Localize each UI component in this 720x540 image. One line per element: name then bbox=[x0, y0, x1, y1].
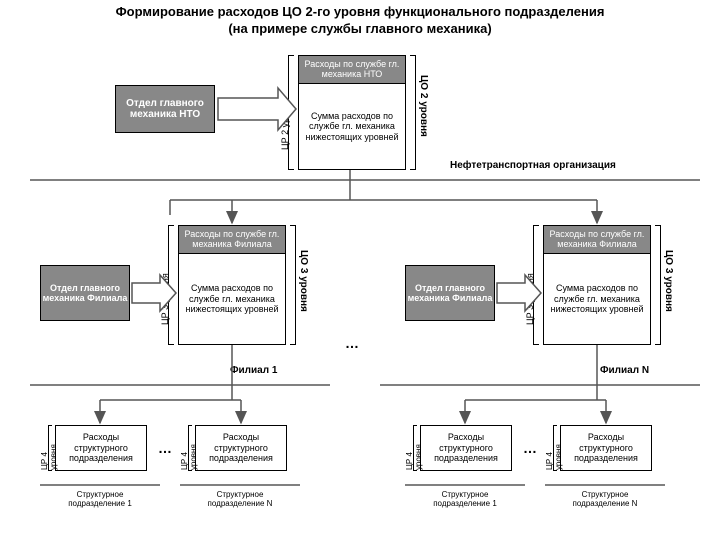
struct-f1-1-box: Расходы структурного подразделения bbox=[55, 425, 147, 471]
sum-filialN-body: Сумма расходов по службе гл. механика ни… bbox=[544, 254, 650, 344]
structN-fN-label: Структурное подразделение N bbox=[555, 490, 655, 508]
ellipsis-fN-struct: … bbox=[523, 440, 537, 456]
summary-filialN-box: Расходы по службе гл. механика Филиала С… bbox=[543, 225, 651, 345]
ellipsis-filials: … bbox=[345, 335, 359, 351]
sum-filial1-body: Сумма расходов по службе гл. механика ни… bbox=[179, 254, 285, 344]
struct-f1-N-label: Расходы структурного подразделения bbox=[196, 432, 286, 463]
struct1-f1-label: Структурное подразделение 1 bbox=[50, 490, 150, 508]
struct-f1-N-box: Расходы структурного подразделения bbox=[195, 425, 287, 471]
level3-fN-right-label: ЦО 3 уровня bbox=[663, 250, 674, 320]
struct-fN-N-box: Расходы структурного подразделения bbox=[560, 425, 652, 471]
filial1-label: Филиал 1 bbox=[230, 365, 277, 376]
title-line-1: Формирование расходов ЦО 2-го уровня фун… bbox=[116, 4, 605, 19]
summary-filial1-box: Расходы по службе гл. механика Филиала С… bbox=[178, 225, 286, 345]
bracket-fN-left bbox=[533, 225, 539, 345]
bracket-s1-N bbox=[188, 425, 192, 471]
dept-filial1-box: Отдел главного механика Филиала bbox=[40, 265, 130, 321]
filialN-label: Филиал N bbox=[600, 365, 649, 376]
exp-nto-header: Расходы по службе гл. механика НТО bbox=[299, 56, 405, 84]
ellipsis-f1-struct: … bbox=[158, 440, 172, 456]
title-line-2: (на примере службы главного механика) bbox=[228, 21, 491, 36]
struct-fN-1-box: Расходы структурного подразделения bbox=[420, 425, 512, 471]
bracket-l2-right bbox=[410, 55, 416, 170]
struct-fN-N-label: Расходы структурного подразделения bbox=[561, 432, 651, 463]
bracket-l2-left bbox=[288, 55, 294, 170]
bracket-f1-right bbox=[290, 225, 296, 345]
bracket-sN-1 bbox=[413, 425, 417, 471]
diagram-title: Формирование расходов ЦО 2-го уровня фун… bbox=[0, 0, 720, 42]
level3-f1-right-label: ЦО 3 уровня bbox=[298, 250, 309, 320]
struct-f1-1-label: Расходы структурного подразделения bbox=[56, 432, 146, 463]
org-label: Нефтетранспортная организация bbox=[450, 160, 616, 171]
dept-nto-box: Отдел главного механика НТО bbox=[115, 85, 215, 133]
level2-right-label: ЦО 2 уровня bbox=[418, 75, 429, 145]
bracket-f1-left bbox=[168, 225, 174, 345]
bracket-s1-1 bbox=[48, 425, 52, 471]
struct1-fN-label: Структурное подразделение 1 bbox=[415, 490, 515, 508]
sum-nto-body: Сумма расходов по службе гл. механика ни… bbox=[299, 84, 405, 169]
summary-nto-box: Расходы по службе гл. механика НТО Сумма… bbox=[298, 55, 406, 170]
dept-nto-label: Отдел главного механика НТО bbox=[116, 98, 214, 121]
exp-filialN-header: Расходы по службе гл. механика Филиала bbox=[544, 226, 650, 254]
bracket-fN-right bbox=[655, 225, 661, 345]
dept-filialN-label: Отдел главного механика Филиала bbox=[406, 283, 494, 304]
struct-fN-1-label: Расходы структурного подразделения bbox=[421, 432, 511, 463]
dept-filialN-box: Отдел главного механика Филиала bbox=[405, 265, 495, 321]
dept-filial1-label: Отдел главного механика Филиала bbox=[41, 283, 129, 304]
bracket-sN-N bbox=[553, 425, 557, 471]
structN-f1-label: Структурное подразделение N bbox=[190, 490, 290, 508]
exp-filial1-header: Расходы по службе гл. механика Филиала bbox=[179, 226, 285, 254]
